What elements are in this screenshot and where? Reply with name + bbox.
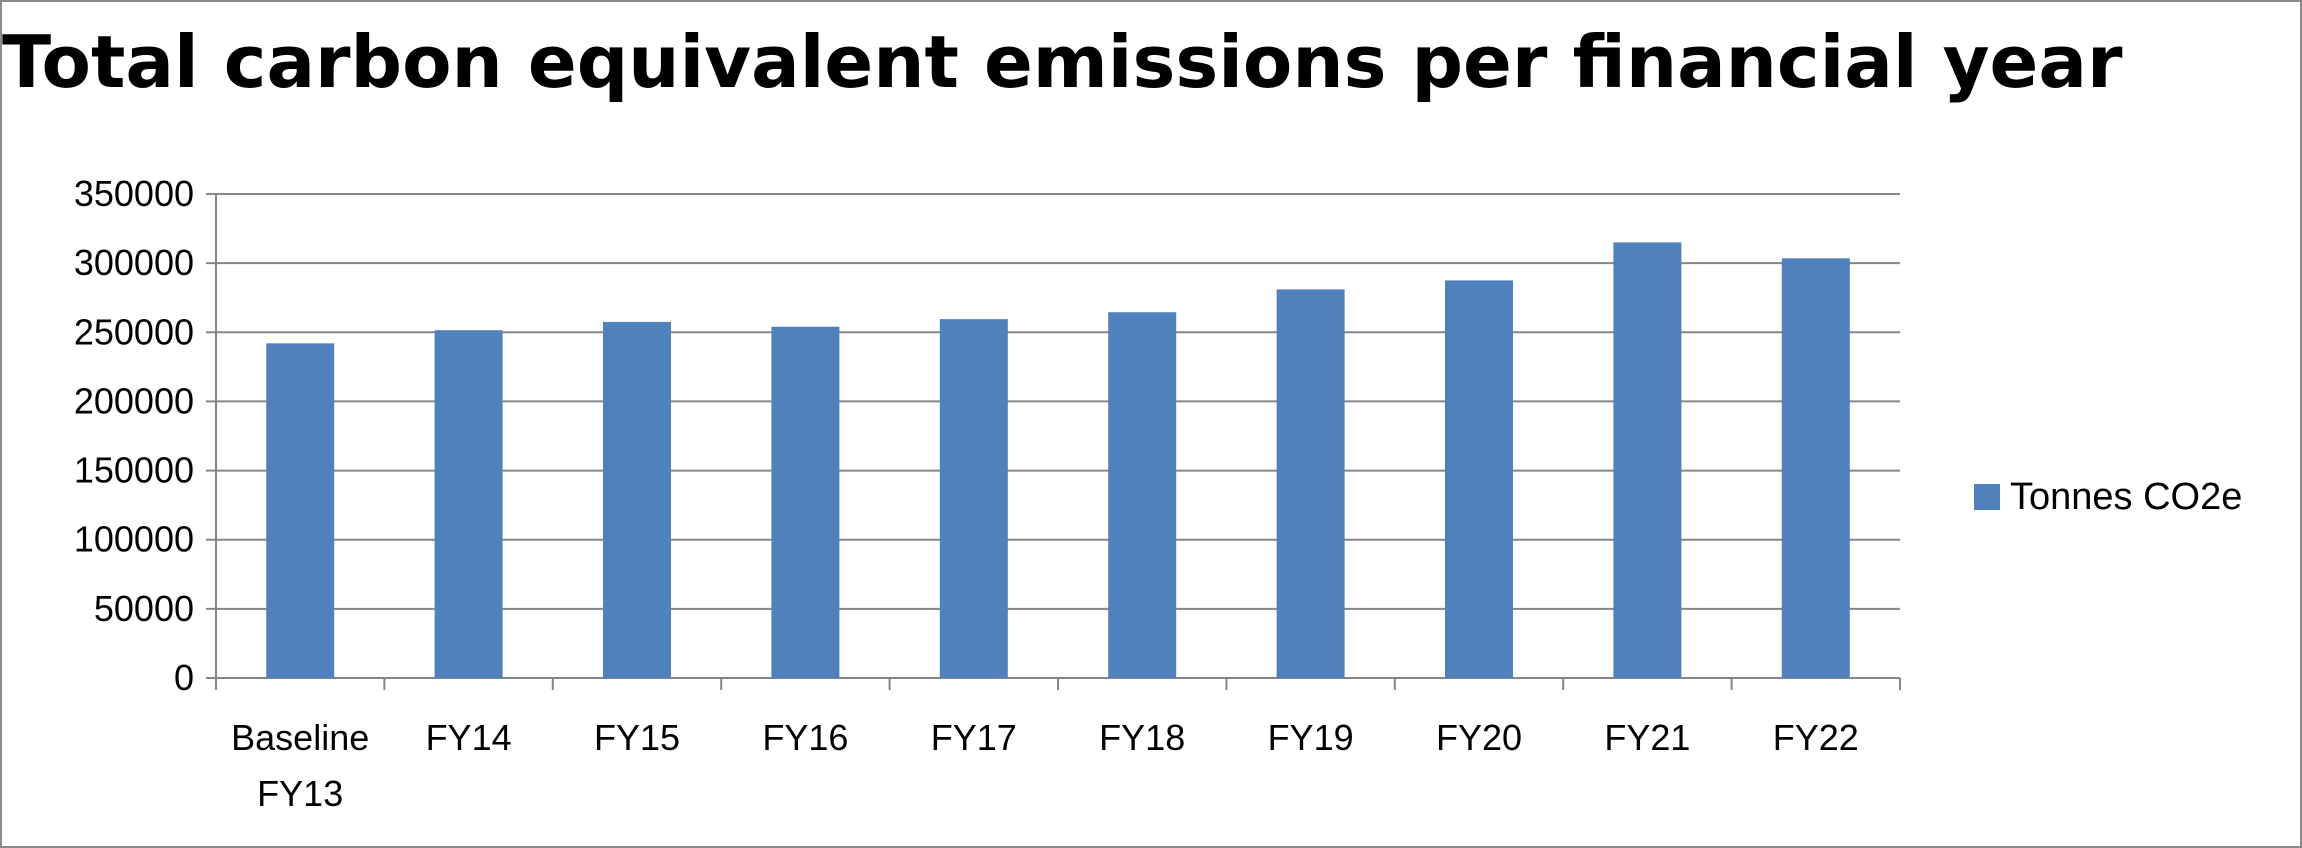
x-tick-labels: Baseline FY13 FY14 FY15 FY16 FY17 FY18 FY19 FY20… bbox=[231, 717, 1859, 814]
x-tick-label: FY20 bbox=[1436, 717, 1522, 758]
x-tick-label: FY19 bbox=[1268, 717, 1354, 758]
chart-title: Total carbon equivalent emissions per fi… bbox=[2, 20, 2123, 104]
legend-swatch bbox=[1974, 484, 2000, 510]
x-tick-label: FY14 bbox=[426, 717, 512, 758]
x-tick-label: FY18 bbox=[1099, 717, 1185, 758]
x-tick-label: Baseline bbox=[231, 717, 369, 758]
y-tick-label: 50000 bbox=[94, 588, 194, 629]
bar bbox=[771, 326, 840, 678]
y-tick-label: 250000 bbox=[74, 311, 194, 352]
bar bbox=[939, 319, 1008, 678]
y-tick-label: 150000 bbox=[74, 450, 194, 491]
bar bbox=[266, 343, 335, 678]
y-tick-labels: 0 50000 100000 150000 200000 250000 300000 3500… bbox=[74, 173, 194, 698]
bars bbox=[266, 242, 1850, 678]
bar bbox=[1276, 289, 1345, 678]
x-tick-label: FY13 bbox=[257, 773, 343, 814]
legend-label: Tonnes CO2e bbox=[2010, 475, 2243, 518]
bar bbox=[1781, 258, 1850, 678]
y-tick-label: 200000 bbox=[74, 380, 194, 421]
x-tick-label: FY16 bbox=[762, 717, 848, 758]
y-tick-label: 0 bbox=[174, 657, 194, 698]
x-tick-label: FY21 bbox=[1604, 717, 1690, 758]
bar bbox=[1445, 280, 1513, 678]
y-tick-label: 100000 bbox=[74, 519, 194, 560]
y-tick-label: 300000 bbox=[74, 242, 194, 283]
bar bbox=[434, 330, 503, 678]
bar bbox=[1108, 312, 1177, 678]
y-tick-label: 350000 bbox=[74, 173, 194, 214]
legend: Tonnes CO2e bbox=[1974, 472, 2242, 522]
bar bbox=[603, 321, 671, 678]
x-tick-label: FY22 bbox=[1773, 717, 1859, 758]
x-tick-label: FY17 bbox=[931, 717, 1017, 758]
bar bbox=[1613, 242, 1682, 678]
x-tick-label: FY15 bbox=[594, 717, 680, 758]
